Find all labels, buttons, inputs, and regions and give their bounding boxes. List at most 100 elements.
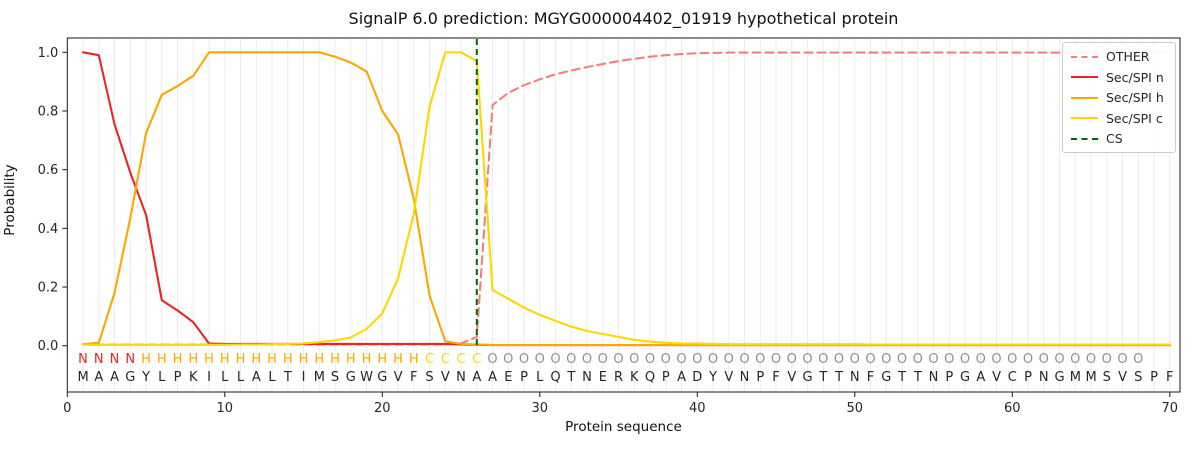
sequence-letter: G xyxy=(125,370,135,385)
sequence-letter: Y xyxy=(708,370,717,385)
state-letter: O xyxy=(928,352,938,367)
sequence-letter: V xyxy=(1118,370,1127,385)
sequence-letter: M xyxy=(314,370,325,385)
state-letter: O xyxy=(1039,352,1049,367)
sequence-letter: I xyxy=(207,370,211,385)
state-letter: O xyxy=(724,352,734,367)
state-letter: O xyxy=(787,352,797,367)
legend-label-other: OTHER xyxy=(1106,49,1150,64)
state-letter: H xyxy=(377,352,387,367)
state-letter: H xyxy=(314,352,324,367)
state-letter: O xyxy=(1007,352,1017,367)
legend-item-sec-spi-n: Sec/SPI n xyxy=(1071,70,1171,85)
state-letter: H xyxy=(409,352,419,367)
state-letter: O xyxy=(1023,352,1033,367)
state-letter: O xyxy=(676,352,686,367)
y-tick-label: 0.8 xyxy=(38,104,59,119)
sequence-letter: T xyxy=(283,370,292,385)
y-tick-label: 0.2 xyxy=(38,281,59,296)
state-letter: H xyxy=(251,352,261,367)
sequence-letter: F xyxy=(1166,370,1173,385)
state-letter: C xyxy=(472,352,481,367)
x-tick-label: 70 xyxy=(1162,401,1179,416)
state-letter: O xyxy=(834,352,844,367)
legend-swatch-other xyxy=(1071,55,1098,58)
y-tick-label: 0.0 xyxy=(38,339,59,354)
sequence-letter: T xyxy=(566,370,575,385)
series-line-sec-spi-n xyxy=(81,51,1171,347)
sequence-letter: K xyxy=(630,370,639,385)
state-letter: H xyxy=(173,352,183,367)
state-letter: O xyxy=(629,352,639,367)
sequence-letter: M xyxy=(77,370,88,385)
series-line-sec-spi-c xyxy=(81,51,1171,346)
sequence-letter: P xyxy=(1024,370,1032,385)
state-letter: C xyxy=(441,352,450,367)
sequence-letter: K xyxy=(189,370,198,385)
legend-swatch-sec-spi-c xyxy=(1071,117,1098,119)
state-letter: N xyxy=(110,352,120,367)
sequence-letter: F xyxy=(772,370,779,385)
state-letter: H xyxy=(346,352,356,367)
sequence-letter: Y xyxy=(141,370,150,385)
state-letter: N xyxy=(125,352,135,367)
state-letter: O xyxy=(550,352,560,367)
sequence-letter: E xyxy=(599,370,607,385)
x-tick-label: 10 xyxy=(217,401,234,416)
state-letter: O xyxy=(913,352,923,367)
sequence-letter: A xyxy=(252,370,261,385)
state-letter: O xyxy=(771,352,781,367)
state-letter: O xyxy=(519,352,529,367)
sequence-letter: N xyxy=(740,370,750,385)
state-letter: O xyxy=(755,352,765,367)
sequence-letter: L xyxy=(221,370,229,385)
state-letter: O xyxy=(566,352,576,367)
sequence-letter: I xyxy=(302,370,306,385)
state-letter: O xyxy=(613,352,623,367)
sequence-letter: P xyxy=(945,370,953,385)
sequence-letter: T xyxy=(913,370,922,385)
sequence-letter: A xyxy=(677,370,686,385)
sequence-letter: T xyxy=(897,370,906,385)
state-letter: H xyxy=(362,352,372,367)
sequence-letter: L xyxy=(536,370,544,385)
state-letter: O xyxy=(881,352,891,367)
sequence-letter: P xyxy=(174,370,182,385)
sequence-letter: M xyxy=(1070,370,1081,385)
state-letter: O xyxy=(897,352,907,367)
state-letter: O xyxy=(991,352,1001,367)
sequence-letter: G xyxy=(346,370,356,385)
sequence-letter: A xyxy=(472,370,481,385)
state-letter: O xyxy=(865,352,875,367)
sequence-letter: V xyxy=(441,370,450,385)
state-letter: N xyxy=(78,352,88,367)
x-tick-label: 40 xyxy=(689,401,706,416)
sequence-letter: P xyxy=(662,370,670,385)
state-letter: O xyxy=(582,352,592,367)
axes-frame xyxy=(66,37,1181,393)
sequence-letter: G xyxy=(960,370,970,385)
x-axis-title: Protein sequence xyxy=(565,419,682,435)
series-line-sec-spi-h xyxy=(81,51,1171,347)
sequence-letter: M xyxy=(1085,370,1096,385)
sequence-letter: N xyxy=(582,370,592,385)
state-letter: O xyxy=(645,352,655,367)
state-letter: H xyxy=(267,352,277,367)
sequence-letter: S xyxy=(331,370,339,385)
state-letter: H xyxy=(204,352,214,367)
y-tick-label: 1.0 xyxy=(38,46,59,61)
state-letter: O xyxy=(1070,352,1080,367)
sequence-letter: P xyxy=(1150,370,1158,385)
state-letter: O xyxy=(661,352,671,367)
sequence-letter: G xyxy=(803,370,813,385)
state-letter: O xyxy=(535,352,545,367)
state-letter: H xyxy=(283,352,293,367)
state-letter: O xyxy=(944,352,954,367)
state-letter: O xyxy=(818,352,828,367)
sequence-letter: N xyxy=(1039,370,1049,385)
legend-item-other: OTHER xyxy=(1071,49,1171,64)
sequence-letter: P xyxy=(756,370,764,385)
sequence-letter: L xyxy=(158,370,166,385)
